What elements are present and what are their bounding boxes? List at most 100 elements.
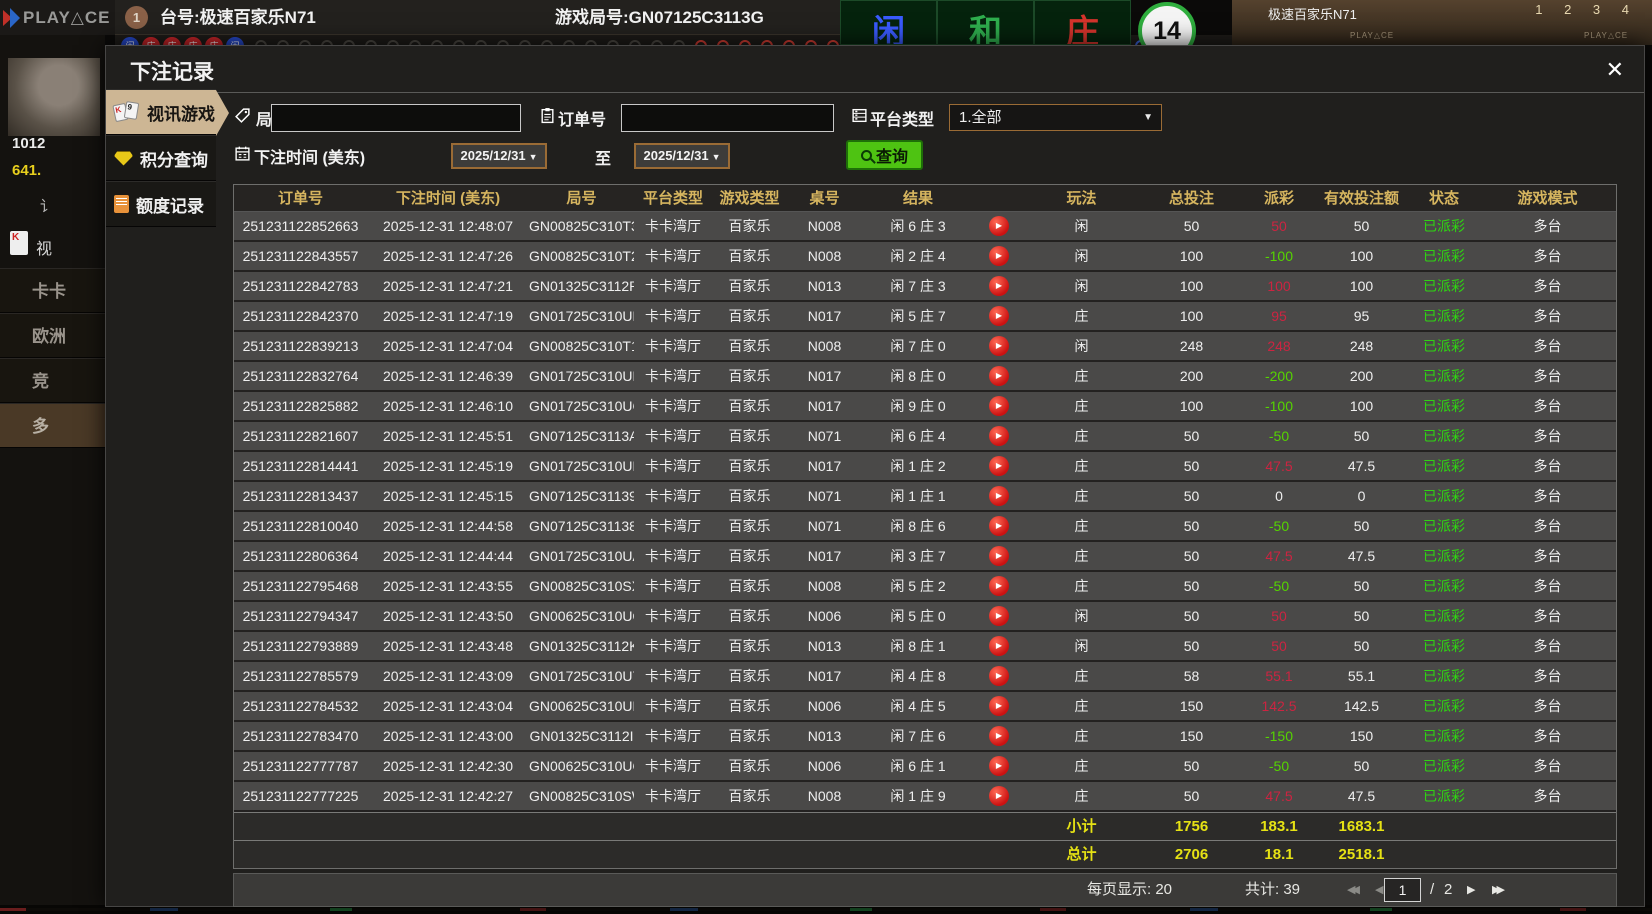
replay-button[interactable]: ▶ — [989, 486, 1009, 506]
cell-game-type: 百家乐 — [728, 698, 771, 714]
total-value: 183.1 — [1260, 818, 1298, 835]
top-bar: 1 台号:极速百家乐N71 游戏局号:GN07125C3113G — [115, 0, 850, 35]
replay-cell: ▶ — [974, 542, 1024, 570]
cell-game-mode: 多台 — [1533, 638, 1562, 654]
lobby-menu-item[interactable]: 欧洲 — [0, 313, 105, 358]
replay-button[interactable]: ▶ — [989, 216, 1009, 236]
cell-status: 已派彩 — [1423, 638, 1465, 654]
cell-table-number: N008 — [807, 248, 842, 264]
table-row: 251231122783470 2025-12-31 12:43:00 GN0132… — [234, 722, 1616, 752]
document-icon — [114, 195, 129, 213]
table-row: 251231122777225 2025-12-31 12:42:27 GN0082… — [234, 782, 1616, 812]
cell-bet-time: 2025-12-31 12:43:09 — [383, 668, 513, 684]
sidebar-item-doc[interactable]: 额度记录 — [106, 181, 216, 227]
replay-button[interactable]: ▶ — [989, 696, 1009, 716]
cell-bet-time: 2025-12-31 12:42:27 — [383, 788, 513, 804]
cell-bet-option: 闲 — [1074, 278, 1089, 294]
replay-button[interactable]: ▶ — [989, 666, 1009, 686]
cell-round-number: GN00825C310SX — [529, 578, 634, 594]
cell-result: 闲 8 庄 6 — [890, 518, 946, 534]
cell-payout: -50 — [1268, 758, 1290, 774]
cell-table-number: N013 — [807, 638, 842, 654]
close-icon[interactable]: ✕ — [1605, 57, 1624, 82]
round-number-input[interactable] — [271, 104, 521, 132]
first-page-button[interactable]: ◀◀ — [1347, 884, 1360, 896]
replay-button[interactable]: ▶ — [989, 366, 1009, 386]
cell-platform-type: 卡卡湾厅 — [645, 248, 701, 264]
replay-button[interactable]: ▶ — [989, 516, 1009, 536]
replay-button[interactable]: ▶ — [989, 576, 1009, 596]
cell-payout: -100 — [1264, 248, 1294, 264]
cell-total-bet: 50 — [1183, 488, 1200, 504]
replay-button[interactable]: ▶ — [989, 756, 1009, 776]
cell-result: 闲 6 庄 4 — [890, 428, 946, 444]
menu-text-fragment: 视 — [36, 241, 53, 258]
replay-cell: ▶ — [974, 302, 1024, 330]
last-page-button[interactable]: ▶▶ — [1492, 884, 1505, 896]
cell-round-number: GN01325C3112R — [529, 278, 634, 294]
cell-valid-bet: 47.5 — [1347, 548, 1376, 564]
cell-table-number: N006 — [807, 608, 842, 624]
lobby-menu-item[interactable]: 多 — [0, 403, 105, 448]
cell-bet-time: 2025-12-31 12:44:58 — [383, 518, 513, 534]
replay-button[interactable]: ▶ — [989, 276, 1009, 296]
cell-game-type: 百家乐 — [728, 248, 771, 264]
replay-cell: ▶ — [974, 212, 1024, 240]
platform-type-select[interactable]: 1.全部 ▼ — [949, 104, 1162, 131]
cell-bet-option: 闲 — [1074, 338, 1089, 354]
search-button[interactable]: 查询 — [846, 140, 923, 170]
cell-bet-time: 2025-12-31 12:47:19 — [383, 308, 513, 324]
replay-button[interactable]: ▶ — [989, 636, 1009, 656]
cell-status: 已派彩 — [1423, 218, 1465, 234]
bet-zone-label: 庄 — [1066, 13, 1099, 45]
cell-payout: 50 — [1271, 218, 1287, 234]
cell-game-type: 百家乐 — [728, 518, 771, 534]
replay-button[interactable]: ▶ — [989, 786, 1009, 806]
order-number-input[interactable] — [621, 104, 834, 132]
gem-icon — [114, 150, 133, 166]
cell-bet-time: 2025-12-31 12:43:00 — [383, 728, 513, 744]
replay-button[interactable]: ▶ — [989, 546, 1009, 566]
prev-page-button[interactable]: ◀ — [1375, 884, 1384, 896]
total-pages-label: 2 — [1444, 881, 1453, 898]
cell-round-number: GN01725C310UB — [529, 458, 634, 474]
total-value — [712, 841, 787, 868]
replay-button[interactable]: ▶ — [989, 726, 1009, 746]
replay-button[interactable]: ▶ — [989, 306, 1009, 326]
cell-valid-bet: 100 — [1349, 278, 1374, 294]
next-page-button[interactable]: ▶ — [1467, 884, 1476, 896]
cell-payout: -150 — [1264, 728, 1294, 744]
bottom-road-strip — [0, 905, 1652, 914]
replay-button[interactable]: ▶ — [989, 246, 1009, 266]
cell-game-mode: 多台 — [1533, 488, 1562, 504]
cell-valid-bet: 150 — [1349, 728, 1374, 744]
replay-button[interactable]: ▶ — [989, 396, 1009, 416]
cell-valid-bet: 47.5 — [1347, 788, 1376, 804]
modal-title: 下注记录 — [130, 61, 214, 84]
replay-button[interactable]: ▶ — [989, 336, 1009, 356]
cell-valid-bet: 200 — [1349, 368, 1374, 384]
cell-game-mode: 多台 — [1533, 458, 1562, 474]
cell-total-bet: 100 — [1179, 398, 1204, 414]
cell-status: 已派彩 — [1423, 338, 1465, 354]
lobby-menu-item[interactable]: 竞 — [0, 358, 105, 403]
replay-button[interactable]: ▶ — [989, 606, 1009, 626]
date-from-picker[interactable]: 2025/12/31 ▼ — [451, 143, 547, 169]
total-value: 2518.1 — [1338, 846, 1385, 863]
cell-total-bet: 50 — [1183, 518, 1200, 534]
replay-button[interactable]: ▶ — [989, 456, 1009, 476]
sidebar-item-gem[interactable]: 积分查询 — [106, 135, 216, 181]
lobby-menu-item[interactable]: 卡卡 — [0, 268, 105, 313]
table-row: 251231122843557 2025-12-31 12:47:26 GN0082… — [234, 242, 1616, 272]
table-row: 251231122825882 2025-12-31 12:46:10 GN0172… — [234, 392, 1616, 422]
replay-cell: ▶ — [974, 452, 1024, 480]
cell-game-type: 百家乐 — [728, 488, 771, 504]
replay-button[interactable]: ▶ — [989, 426, 1009, 446]
column-header: 订单号 — [277, 190, 323, 207]
cell-round-number: GN07125C3113A — [529, 428, 634, 444]
sidebar-item-cards[interactable]: K 9 视讯游戏 — [106, 89, 229, 136]
date-to-picker[interactable]: 2025/12/31 ▼ — [634, 143, 730, 169]
cell-bet-time: 2025-12-31 12:45:19 — [383, 458, 513, 474]
page-number-input[interactable] — [1384, 878, 1421, 902]
